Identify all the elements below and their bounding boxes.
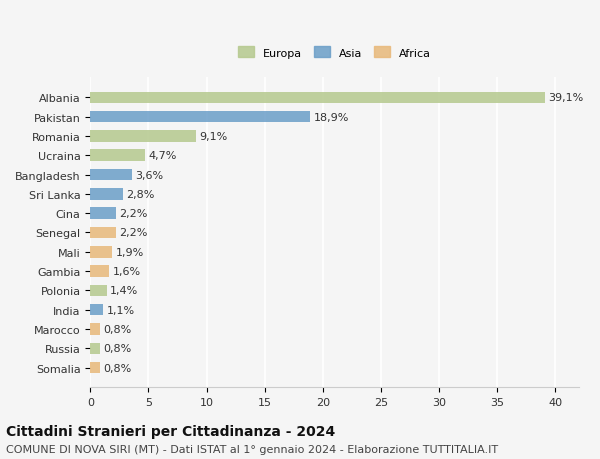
Text: 39,1%: 39,1% [548, 93, 584, 103]
Text: 2,2%: 2,2% [119, 228, 148, 238]
Text: 3,6%: 3,6% [136, 170, 164, 180]
Text: 1,9%: 1,9% [116, 247, 144, 257]
Text: 0,8%: 0,8% [103, 343, 131, 353]
Bar [91, 112, 310, 123]
Text: 2,8%: 2,8% [127, 190, 155, 200]
Text: 2,2%: 2,2% [119, 209, 148, 218]
Bar [91, 266, 109, 277]
Text: 9,1%: 9,1% [200, 132, 228, 142]
Bar [91, 362, 100, 374]
Bar [91, 324, 100, 335]
Text: Cittadini Stranieri per Cittadinanza - 2024: Cittadini Stranieri per Cittadinanza - 2… [6, 425, 335, 438]
Bar [91, 285, 107, 297]
Legend: Europa, Asia, Africa: Europa, Asia, Africa [235, 44, 434, 62]
Text: 0,8%: 0,8% [103, 363, 131, 373]
Bar [91, 150, 145, 162]
Bar [91, 208, 116, 219]
Bar [91, 343, 100, 354]
Text: 4,7%: 4,7% [148, 151, 177, 161]
Text: 1,6%: 1,6% [112, 267, 140, 276]
Text: 0,8%: 0,8% [103, 325, 131, 334]
Bar [91, 169, 132, 181]
Text: 18,9%: 18,9% [314, 112, 349, 123]
Bar [91, 227, 116, 239]
Bar [91, 92, 545, 104]
Bar [91, 131, 196, 142]
Bar [91, 304, 103, 316]
Bar [91, 189, 123, 200]
Text: 1,4%: 1,4% [110, 286, 139, 296]
Text: COMUNE DI NOVA SIRI (MT) - Dati ISTAT al 1° gennaio 2024 - Elaborazione TUTTITAL: COMUNE DI NOVA SIRI (MT) - Dati ISTAT al… [6, 444, 498, 454]
Text: 1,1%: 1,1% [107, 305, 135, 315]
Bar [91, 246, 112, 258]
